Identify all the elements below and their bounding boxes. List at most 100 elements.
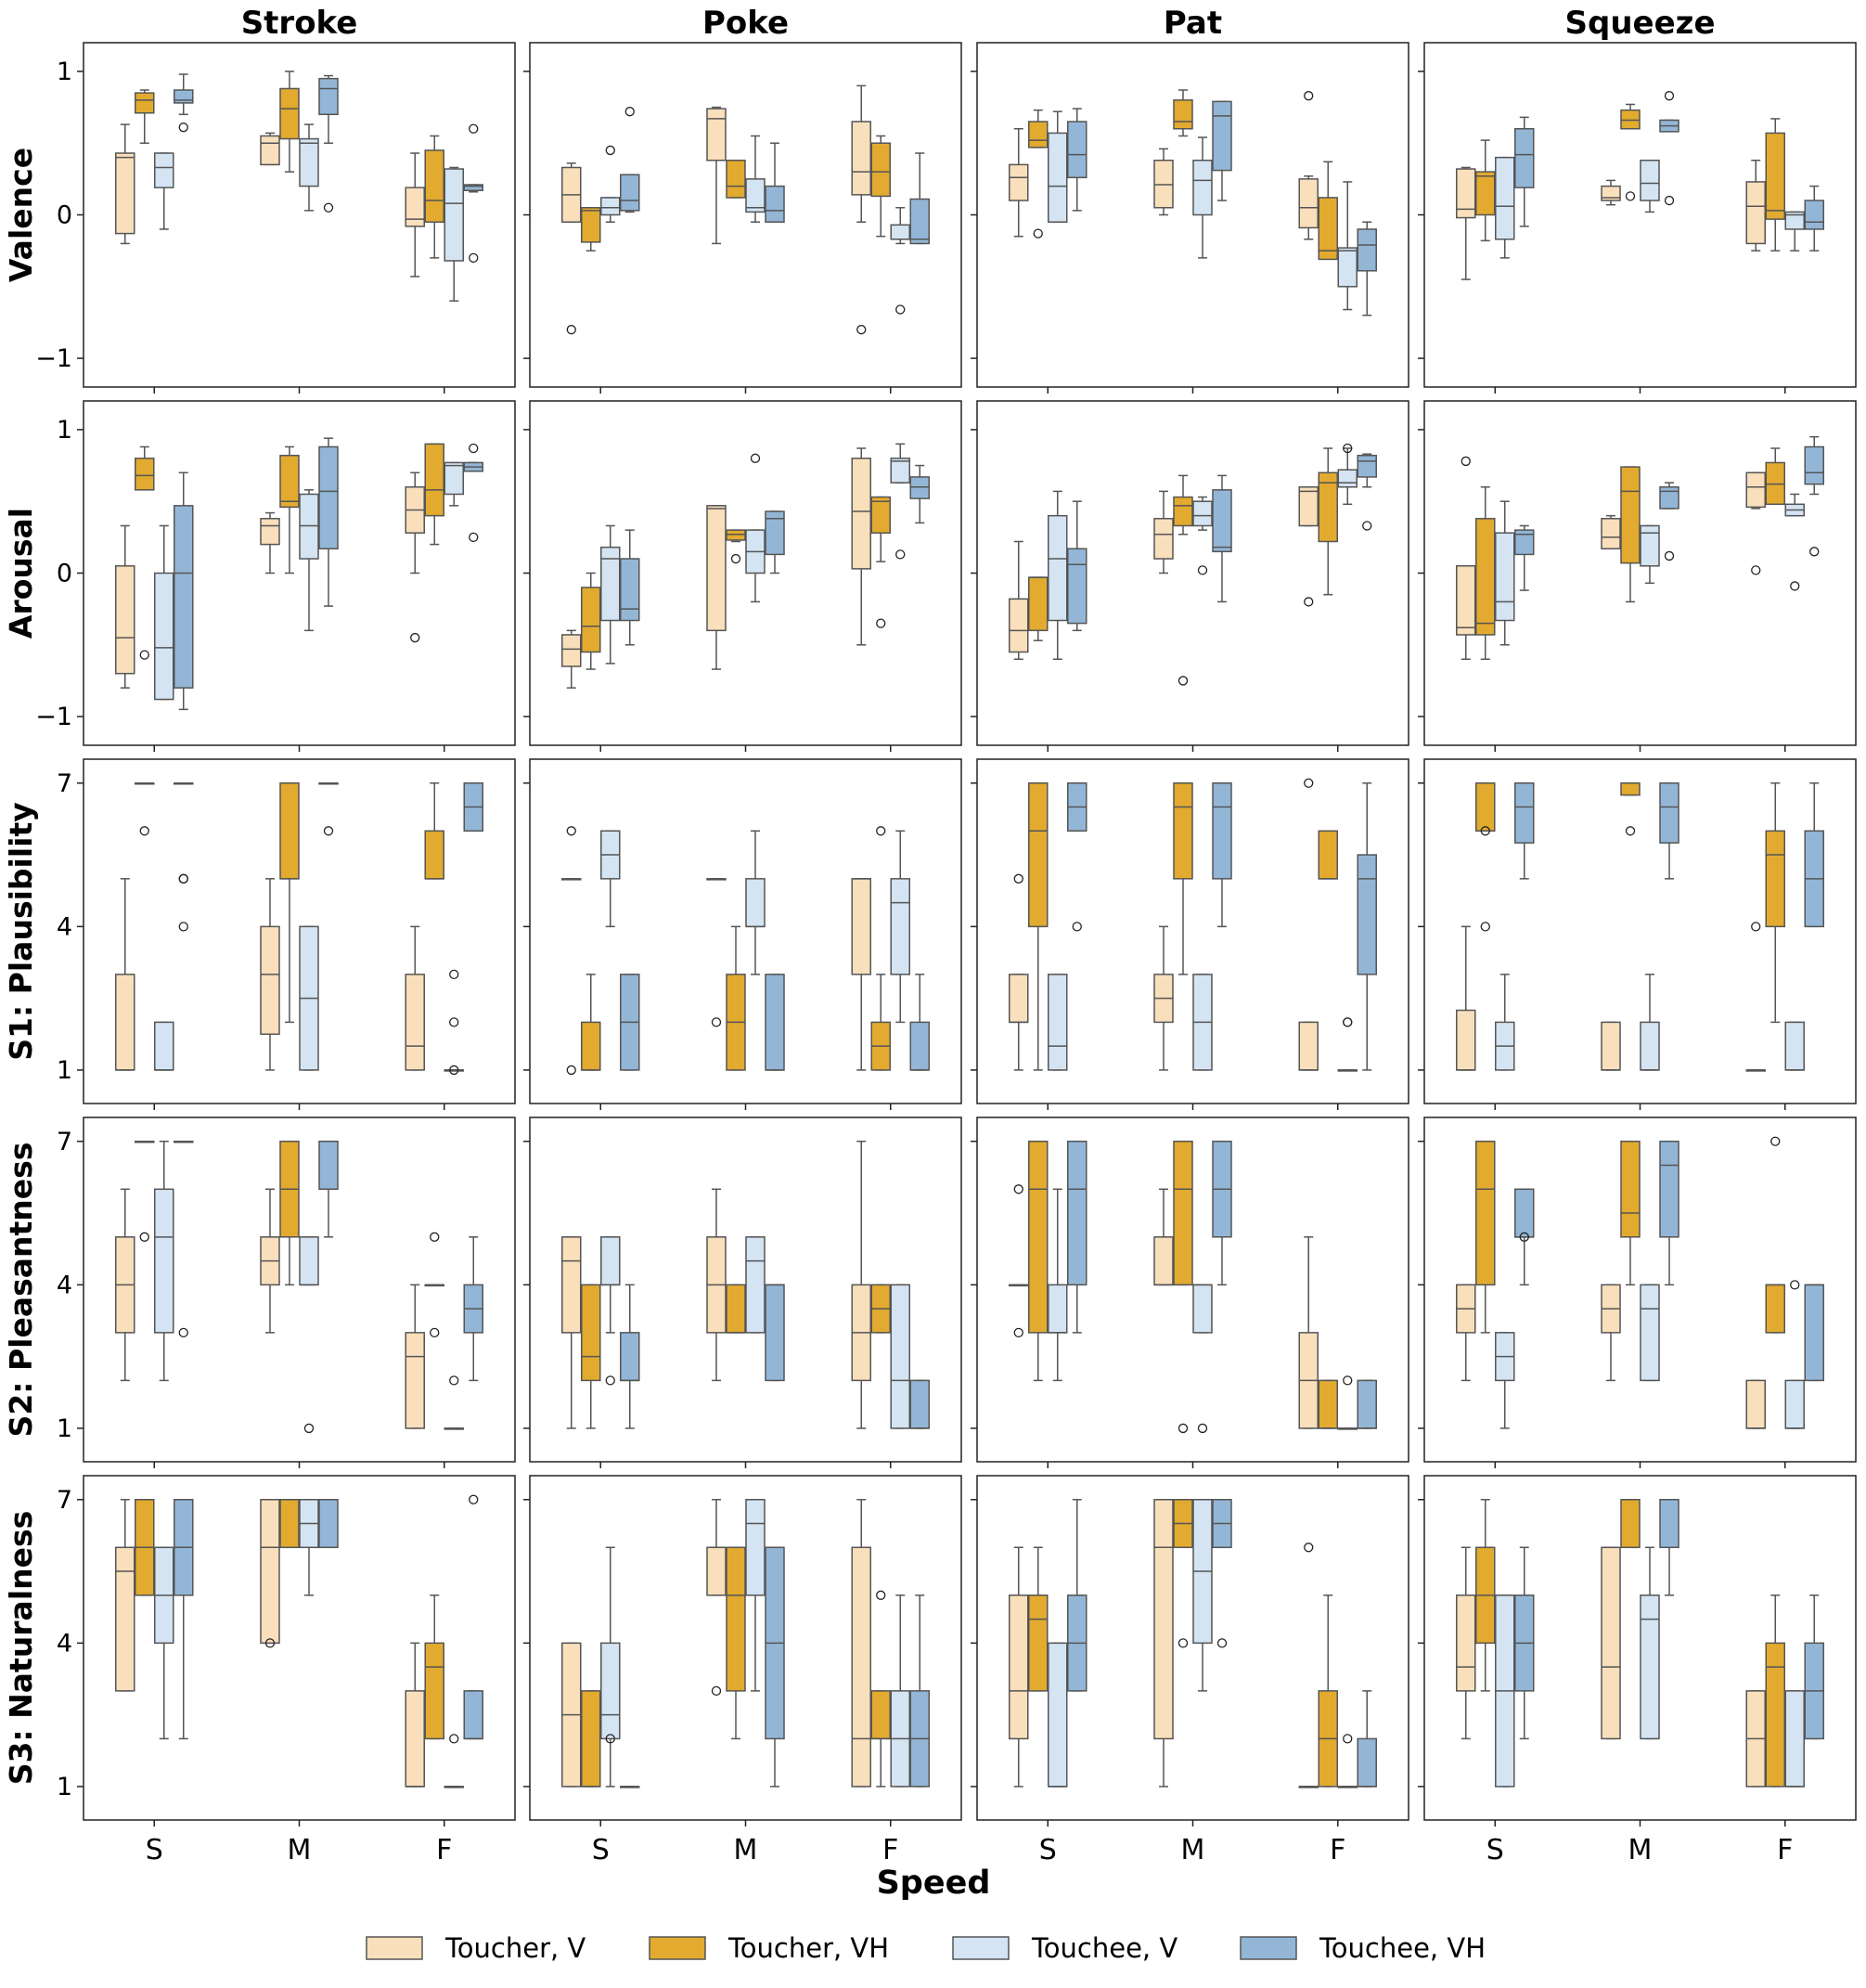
panel-frame (529, 400, 962, 746)
box-iqr (318, 77, 339, 116)
box-naturalness-pat-M-touchee-v (1192, 1499, 1213, 1692)
box-valence-squeeze-M-toucher-vh (1620, 103, 1641, 201)
panel-valence-stroke: −1 0 1 (35, 42, 516, 394)
box-iqr (154, 152, 174, 188)
box-naturalness-stroke-S-toucher-vh (135, 1499, 155, 1596)
box-iqr (463, 1690, 483, 1740)
box-valence-poke-F-touchee-vh (909, 152, 930, 245)
outlier-point (139, 1232, 149, 1242)
panel-frame (1423, 42, 1857, 388)
box-iqr (890, 878, 910, 975)
y-tick-label: 4 (57, 1629, 72, 1658)
outlier-point (1033, 228, 1043, 239)
box-iqr (620, 1332, 640, 1382)
box-pleasantness-squeeze-S-toucher-v (1456, 1284, 1476, 1382)
box-iqr (1620, 466, 1641, 564)
panel-frame (83, 758, 516, 1104)
box-plausibility-stroke-M-toucher-v (260, 878, 280, 1071)
x-tick-label: M (288, 1834, 312, 1866)
box-iqr (318, 1141, 339, 1191)
box-plausibility-pat-S-touchee-v (1048, 974, 1068, 1071)
box-pleasantness-stroke-M-touchee-vh (318, 1141, 339, 1238)
box-naturalness-stroke-F-toucher-v (405, 1642, 425, 1788)
x-tick-label: F (1777, 1834, 1793, 1866)
box-arousal-poke-M-toucher-v (706, 505, 727, 670)
box-valence-poke-S-touchee-v (600, 145, 621, 223)
outlier-point (876, 618, 886, 628)
legend-label: Touchee, V (1031, 1932, 1178, 1964)
box-naturalness-squeeze-S-toucher-v (1456, 1546, 1476, 1740)
box-plausibility-poke-M-touchee-v (745, 830, 766, 975)
box-arousal-stroke-M-toucher-v (260, 511, 280, 574)
box-arousal-squeeze-M-toucher-v (1601, 514, 1621, 549)
box-iqr (154, 1188, 174, 1334)
box-valence-pat-F-touchee-vh (1357, 221, 1377, 316)
box-naturalness-pat-S-touchee-vh (1067, 1499, 1087, 1692)
legend-item-touchee-v: Touchee, V (952, 1932, 1178, 1964)
legend-item-toucher-vh: Toucher, VH (649, 1932, 889, 1964)
box-naturalness-squeeze-M-touchee-v (1640, 1546, 1660, 1740)
box-naturalness-squeeze-M-toucher-vh (1620, 1499, 1641, 1549)
box-valence-stroke-S-toucher-v (115, 123, 135, 245)
outlier-point (566, 1065, 576, 1076)
box-valence-pat-F-touchee-v (1337, 181, 1358, 311)
panel-arousal-stroke: −1 0 1 (35, 400, 516, 752)
box-pleasantness-squeeze-M-touchee-vh (1659, 1141, 1679, 1286)
box-iqr (1028, 782, 1049, 928)
box-arousal-pat-M-toucher-vh (1173, 474, 1193, 686)
box-valence-squeeze-F-touchee-v (1784, 211, 1805, 252)
box-iqr (1745, 471, 1766, 509)
box-plausibility-squeeze-M-touchee-vh (1659, 782, 1679, 880)
box-naturalness-poke-F-toucher-vh (870, 1590, 891, 1788)
box-iqr (1048, 974, 1068, 1071)
box-pleasantness-stroke-S-toucher-vh (135, 1141, 155, 1242)
outlier-point (876, 826, 886, 836)
box-naturalness-squeeze-S-touchee-v (1495, 1594, 1515, 1788)
panel-frame (976, 400, 1409, 746)
panel-frame (976, 42, 1409, 388)
box-valence-stroke-F-toucher-vh (424, 135, 444, 259)
box-arousal-squeeze-F-touchee-vh (1804, 435, 1824, 557)
box-naturalness-stroke-F-touchee-v (444, 1734, 464, 1788)
box-arousal-squeeze-F-toucher-v (1745, 471, 1766, 575)
box-iqr (1067, 548, 1087, 625)
box-valence-poke-M-touchee-v (745, 135, 766, 223)
box-arousal-stroke-F-toucher-vh (424, 443, 444, 546)
box-arousal-stroke-S-touchee-v (154, 524, 174, 701)
box-arousal-stroke-S-toucher-vh (135, 445, 155, 660)
outlier-point (876, 1590, 886, 1600)
box-valence-pat-M-touchee-v (1192, 136, 1213, 259)
outlier-point (178, 922, 188, 932)
box-iqr (1475, 171, 1496, 216)
outlier-point (1625, 826, 1636, 836)
box-iqr (444, 168, 464, 262)
box-iqr (1456, 1594, 1476, 1692)
box-valence-squeeze-F-toucher-v (1745, 160, 1766, 252)
box-valence-squeeze-F-touchee-vh (1804, 185, 1824, 252)
box-valence-stroke-F-touchee-v (444, 166, 464, 302)
box-plausibility-stroke-F-toucher-v (405, 925, 425, 1071)
box-iqr (1298, 178, 1319, 229)
box-iqr (1659, 1499, 1679, 1549)
box-pleasantness-stroke-S-touchee-vh (174, 1141, 194, 1338)
box-valence-squeeze-S-toucher-vh (1475, 139, 1496, 242)
box-pleasantness-poke-M-touchee-vh (765, 1284, 785, 1382)
box-iqr (154, 572, 174, 701)
box-valence-squeeze-M-toucher-v (1601, 179, 1621, 206)
box-iqr (1212, 100, 1232, 172)
box-iqr (1765, 1642, 1785, 1788)
x-tick-label: S (592, 1834, 610, 1866)
box-iqr (706, 505, 727, 632)
box-iqr (174, 89, 194, 104)
box-iqr (1153, 518, 1174, 560)
box-naturalness-pat-F-touchee-vh (1357, 1690, 1377, 1788)
box-valence-stroke-M-toucher-v (260, 132, 280, 166)
outlier-point (1809, 547, 1820, 557)
box-iqr (1153, 160, 1174, 209)
box-iqr (154, 1021, 174, 1071)
box-valence-pat-M-toucher-v (1153, 148, 1174, 216)
box-iqr (870, 496, 891, 534)
box-arousal-poke-M-toucher-vh (726, 529, 746, 564)
legend-label: Toucher, VH (727, 1932, 889, 1964)
box-naturalness-pat-M-toucher-vh (1173, 1499, 1193, 1648)
